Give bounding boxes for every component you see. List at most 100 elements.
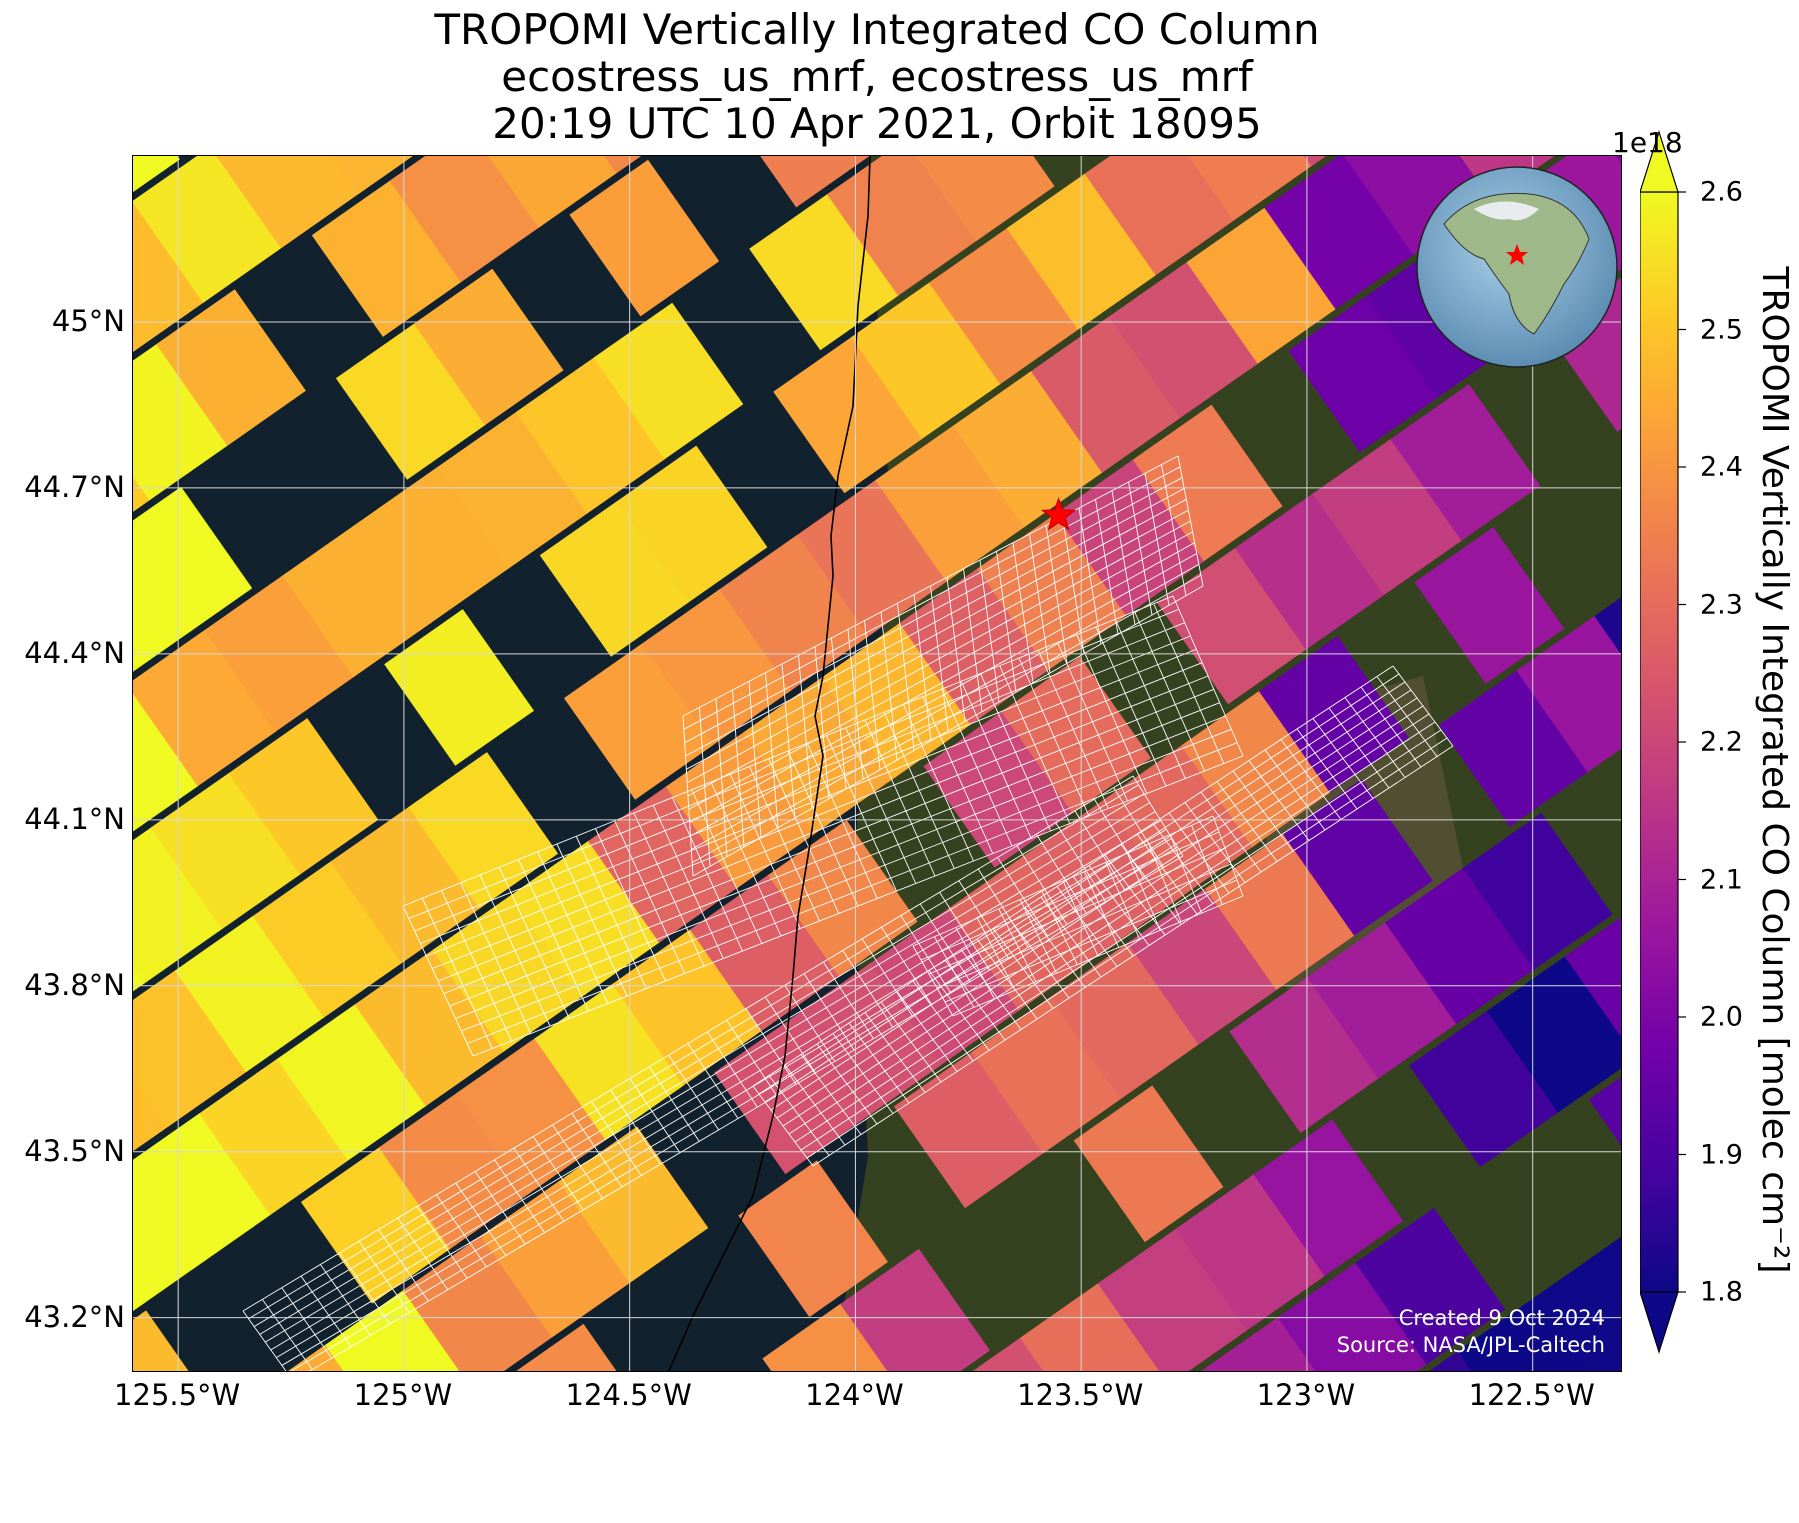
- co-cell: [133, 629, 277, 787]
- co-cell: [1409, 1010, 1559, 1168]
- y-tick-label: 45°N: [51, 303, 125, 338]
- co-cell: [1312, 438, 1463, 596]
- co-cell: [1253, 1119, 1404, 1276]
- co-cell: [851, 282, 1001, 439]
- co-cell: [1097, 1228, 1248, 1371]
- co-cell: [156, 289, 306, 446]
- co-cell: [1055, 459, 1205, 616]
- co-cell: [1049, 942, 1200, 1100]
- footprint-scene: [912, 815, 1244, 1017]
- co-cell: [413, 268, 564, 426]
- star-icon[interactable]: [1041, 497, 1077, 531]
- footprint-scene: [752, 665, 1454, 1167]
- co-cell: [916, 156, 1055, 242]
- co-cell: [612, 929, 762, 1086]
- colorbar-tick-label: 1.9: [1700, 1139, 1743, 1170]
- co-cell: [893, 1051, 1044, 1209]
- x-tick-label: 123.5°W: [1017, 1378, 1144, 1412]
- co-cell: [1103, 745, 1253, 902]
- co-cell: [767, 820, 918, 977]
- co-cell: [488, 156, 618, 228]
- co-cell: [389, 156, 540, 283]
- co-cell: [133, 1310, 189, 1371]
- y-tick-label: 44.1°N: [24, 801, 125, 836]
- co-cell: [534, 983, 685, 1141]
- co-cell: [325, 1289, 461, 1371]
- co-cell: [1613, 1236, 1621, 1254]
- co-cell: [749, 193, 899, 351]
- co-cell: [1588, 1076, 1621, 1146]
- co-cell: [928, 227, 1079, 385]
- co-cell: [719, 534, 870, 691]
- colorbar: [1640, 130, 1686, 1354]
- co-cell: [827, 156, 977, 296]
- x-tick-label: 123°W: [1256, 1378, 1356, 1412]
- colorbar-extend-max: [1640, 130, 1679, 193]
- coastline: [668, 156, 871, 1371]
- co-cell: [252, 861, 403, 1018]
- co-cell: [1084, 156, 1235, 276]
- co-cell: [762, 1303, 889, 1371]
- co-cell: [311, 180, 462, 337]
- co-cell: [971, 997, 1122, 1154]
- co-cell: [228, 718, 379, 875]
- colorbar-tick-label: 1.8: [1700, 1276, 1743, 1308]
- co-cell: [773, 336, 924, 494]
- co-cell: [216, 156, 360, 249]
- co-cell: [510, 840, 660, 998]
- map-canvas[interactable]: [133, 156, 1622, 1372]
- x-tick-label: 125.5°W: [114, 1378, 241, 1412]
- co-cell: [1457, 1296, 1589, 1371]
- colorbar-extend-min: [1640, 1291, 1679, 1354]
- co-cell: [1181, 690, 1331, 848]
- co-cell: [133, 692, 199, 832]
- x-tick-label: 124°W: [805, 1378, 904, 1412]
- co-cell: [564, 643, 714, 800]
- co-cell: [1277, 1262, 1428, 1371]
- credit-created: Created 9 Oct 2024: [1398, 1306, 1605, 1330]
- colorbar-tick-label: 2.1: [1700, 864, 1743, 895]
- co-cell: [1414, 527, 1565, 684]
- map-gridlines: [133, 156, 1621, 1371]
- y-tick-label: 43.2°N: [24, 1299, 125, 1334]
- co-cell: [1288, 295, 1439, 453]
- co-swath-cells: [133, 156, 1621, 1371]
- co-cell: [1030, 316, 1181, 473]
- co-cell: [133, 486, 253, 644]
- x-tick-label: 125°W: [353, 1378, 453, 1412]
- x-tick-label: 122.5°W: [1468, 1378, 1595, 1412]
- co-cell: [133, 156, 180, 193]
- colorbar-gradient: [1640, 191, 1679, 1293]
- co-cell: [174, 915, 325, 1073]
- co-cell: [133, 475, 151, 512]
- co-cell: [480, 1180, 631, 1338]
- co-cell: [738, 1160, 888, 1318]
- co-cell: [150, 772, 301, 930]
- co-cell: [402, 1235, 553, 1371]
- credit-text: Created 9 Oct 2024 Source: NASA/JPL-Calt…: [1337, 1305, 1605, 1359]
- co-cell: [1186, 207, 1337, 364]
- co-cell: [133, 583, 175, 672]
- co-cell: [1073, 1085, 1224, 1243]
- y-tick-label: 43.8°N: [24, 967, 125, 1002]
- co-cell: [539, 500, 690, 657]
- co-cell: [515, 357, 666, 514]
- title-line-2: ecostress_us_mrf, ecostress_us_mrf: [501, 52, 1253, 101]
- colorbar-multiplier: 1e18: [1612, 126, 1683, 159]
- map-panel[interactable]: Created 9 Oct 2024 Source: NASA/JPL-Calt…: [132, 155, 1622, 1372]
- co-cell: [714, 1017, 864, 1175]
- co-cell: [456, 1038, 607, 1195]
- co-cell: [1108, 261, 1259, 419]
- co-cell: [335, 323, 486, 480]
- co-cell: [1564, 917, 1621, 1037]
- co-cell: [1355, 1207, 1506, 1365]
- co-cell: [593, 302, 744, 460]
- y-tick-label: 43.5°N: [24, 1133, 125, 1168]
- co-cell: [378, 1092, 529, 1250]
- co-cell: [437, 411, 588, 569]
- co-cell: [1234, 493, 1385, 650]
- title-line-3: 20:19 UTC 10 Apr 2021, Orbit 18095: [492, 99, 1262, 148]
- co-cell: [432, 895, 583, 1052]
- co-cell: [760, 156, 870, 208]
- co-cell: [408, 752, 559, 909]
